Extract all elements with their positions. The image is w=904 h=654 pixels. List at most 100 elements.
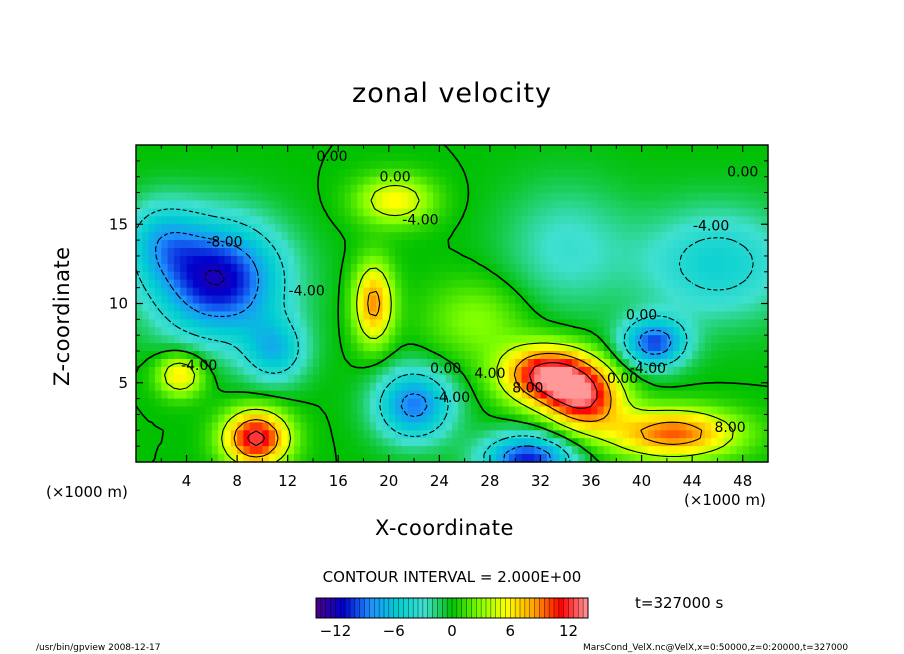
- field-cell: [654, 145, 662, 154]
- field-cell: [344, 390, 352, 400]
- field-cell: [723, 263, 731, 273]
- field-cell: [464, 351, 472, 360]
- field-cell: [635, 152, 643, 162]
- field-cell: [679, 176, 687, 186]
- contour-label: 0.00: [316, 149, 347, 165]
- field-cell: [331, 216, 339, 225]
- field-cell: [635, 255, 643, 265]
- field-cell: [679, 160, 687, 170]
- field-cell: [692, 343, 700, 352]
- field-cell: [439, 430, 447, 439]
- field-cell: [199, 192, 207, 202]
- field-cell: [698, 240, 706, 249]
- field-cell: [136, 295, 143, 305]
- field-cell: [641, 145, 649, 154]
- field-cell: [508, 343, 516, 352]
- field-cell: [584, 192, 592, 202]
- field-cell: [610, 184, 617, 194]
- field-cell: [167, 248, 175, 257]
- field-cell: [338, 168, 346, 178]
- field-cell: [508, 351, 516, 360]
- field-cell: [647, 335, 655, 344]
- field-cell: [470, 279, 478, 289]
- field-cell: [736, 145, 744, 154]
- field-cell: [218, 454, 226, 463]
- field-cell: [540, 454, 548, 463]
- field-cell: [395, 240, 403, 249]
- field-cell: [622, 398, 630, 408]
- field-cell: [622, 366, 630, 376]
- field-cell: [483, 438, 491, 447]
- field-cell: [508, 263, 516, 273]
- field-cell: [578, 271, 586, 281]
- field-cell: [616, 192, 624, 202]
- colorbar-swatch: [505, 598, 511, 618]
- field-cell: [211, 303, 219, 313]
- field-cell: [685, 184, 693, 194]
- field-cell: [673, 192, 681, 202]
- field-cell: [515, 327, 523, 336]
- field-cell: [610, 232, 617, 241]
- field-cell: [268, 327, 276, 336]
- field-cell: [173, 351, 181, 360]
- x-tick-label: 48: [733, 472, 752, 490]
- field-cell: [401, 343, 409, 352]
- field-cell: [426, 145, 434, 154]
- field-cell: [167, 319, 175, 328]
- field-cell: [344, 216, 352, 225]
- field-cell: [470, 168, 478, 178]
- field-cell: [344, 303, 352, 313]
- field-cell: [268, 406, 276, 416]
- field-cell: [553, 232, 561, 241]
- field-cell: [477, 208, 485, 217]
- field-cell: [647, 263, 655, 273]
- field-cell: [711, 398, 719, 408]
- field-cell: [540, 192, 548, 202]
- field-cell: [654, 224, 662, 233]
- field-cell: [148, 208, 156, 217]
- field-cell: [243, 168, 251, 178]
- field-cell: [470, 366, 478, 376]
- field-cell: [546, 287, 554, 297]
- field-cell: [761, 414, 769, 423]
- field-cell: [761, 351, 769, 360]
- field-cell: [502, 232, 510, 241]
- field-cell: [540, 327, 548, 336]
- field-cell: [426, 192, 434, 202]
- field-cell: [755, 406, 763, 416]
- field-cell: [654, 335, 662, 344]
- field-cell: [407, 295, 415, 305]
- field-cell: [572, 255, 579, 265]
- field-cell: [749, 319, 756, 328]
- field-cell: [173, 168, 181, 178]
- field-cell: [439, 160, 447, 170]
- field-cell: [331, 438, 339, 447]
- field-cell: [173, 279, 181, 289]
- field-cell: [483, 343, 491, 352]
- field-cell: [483, 390, 491, 400]
- field-cell: [660, 145, 668, 154]
- field-cell: [338, 366, 346, 376]
- field-cell: [420, 374, 428, 384]
- field-cell: [711, 374, 719, 384]
- field-cell: [407, 319, 415, 328]
- field-cell: [616, 176, 624, 186]
- field-cell: [439, 184, 447, 194]
- field-cell: [369, 160, 377, 170]
- field-cell: [515, 271, 523, 281]
- field-cell: [458, 160, 466, 170]
- field-cell: [489, 327, 497, 336]
- field-cell: [294, 374, 301, 384]
- field-cell: [540, 160, 548, 170]
- field-cell: [483, 145, 491, 154]
- field-cell: [527, 152, 535, 162]
- field-cell: [477, 263, 485, 273]
- field-cell: [281, 152, 289, 162]
- field-cell: [154, 216, 162, 225]
- field-cell: [369, 240, 377, 249]
- field-cell: [685, 319, 693, 328]
- field-cell: [136, 446, 143, 455]
- field-cell: [685, 200, 693, 209]
- field-cell: [654, 200, 662, 209]
- field-cell: [300, 200, 308, 209]
